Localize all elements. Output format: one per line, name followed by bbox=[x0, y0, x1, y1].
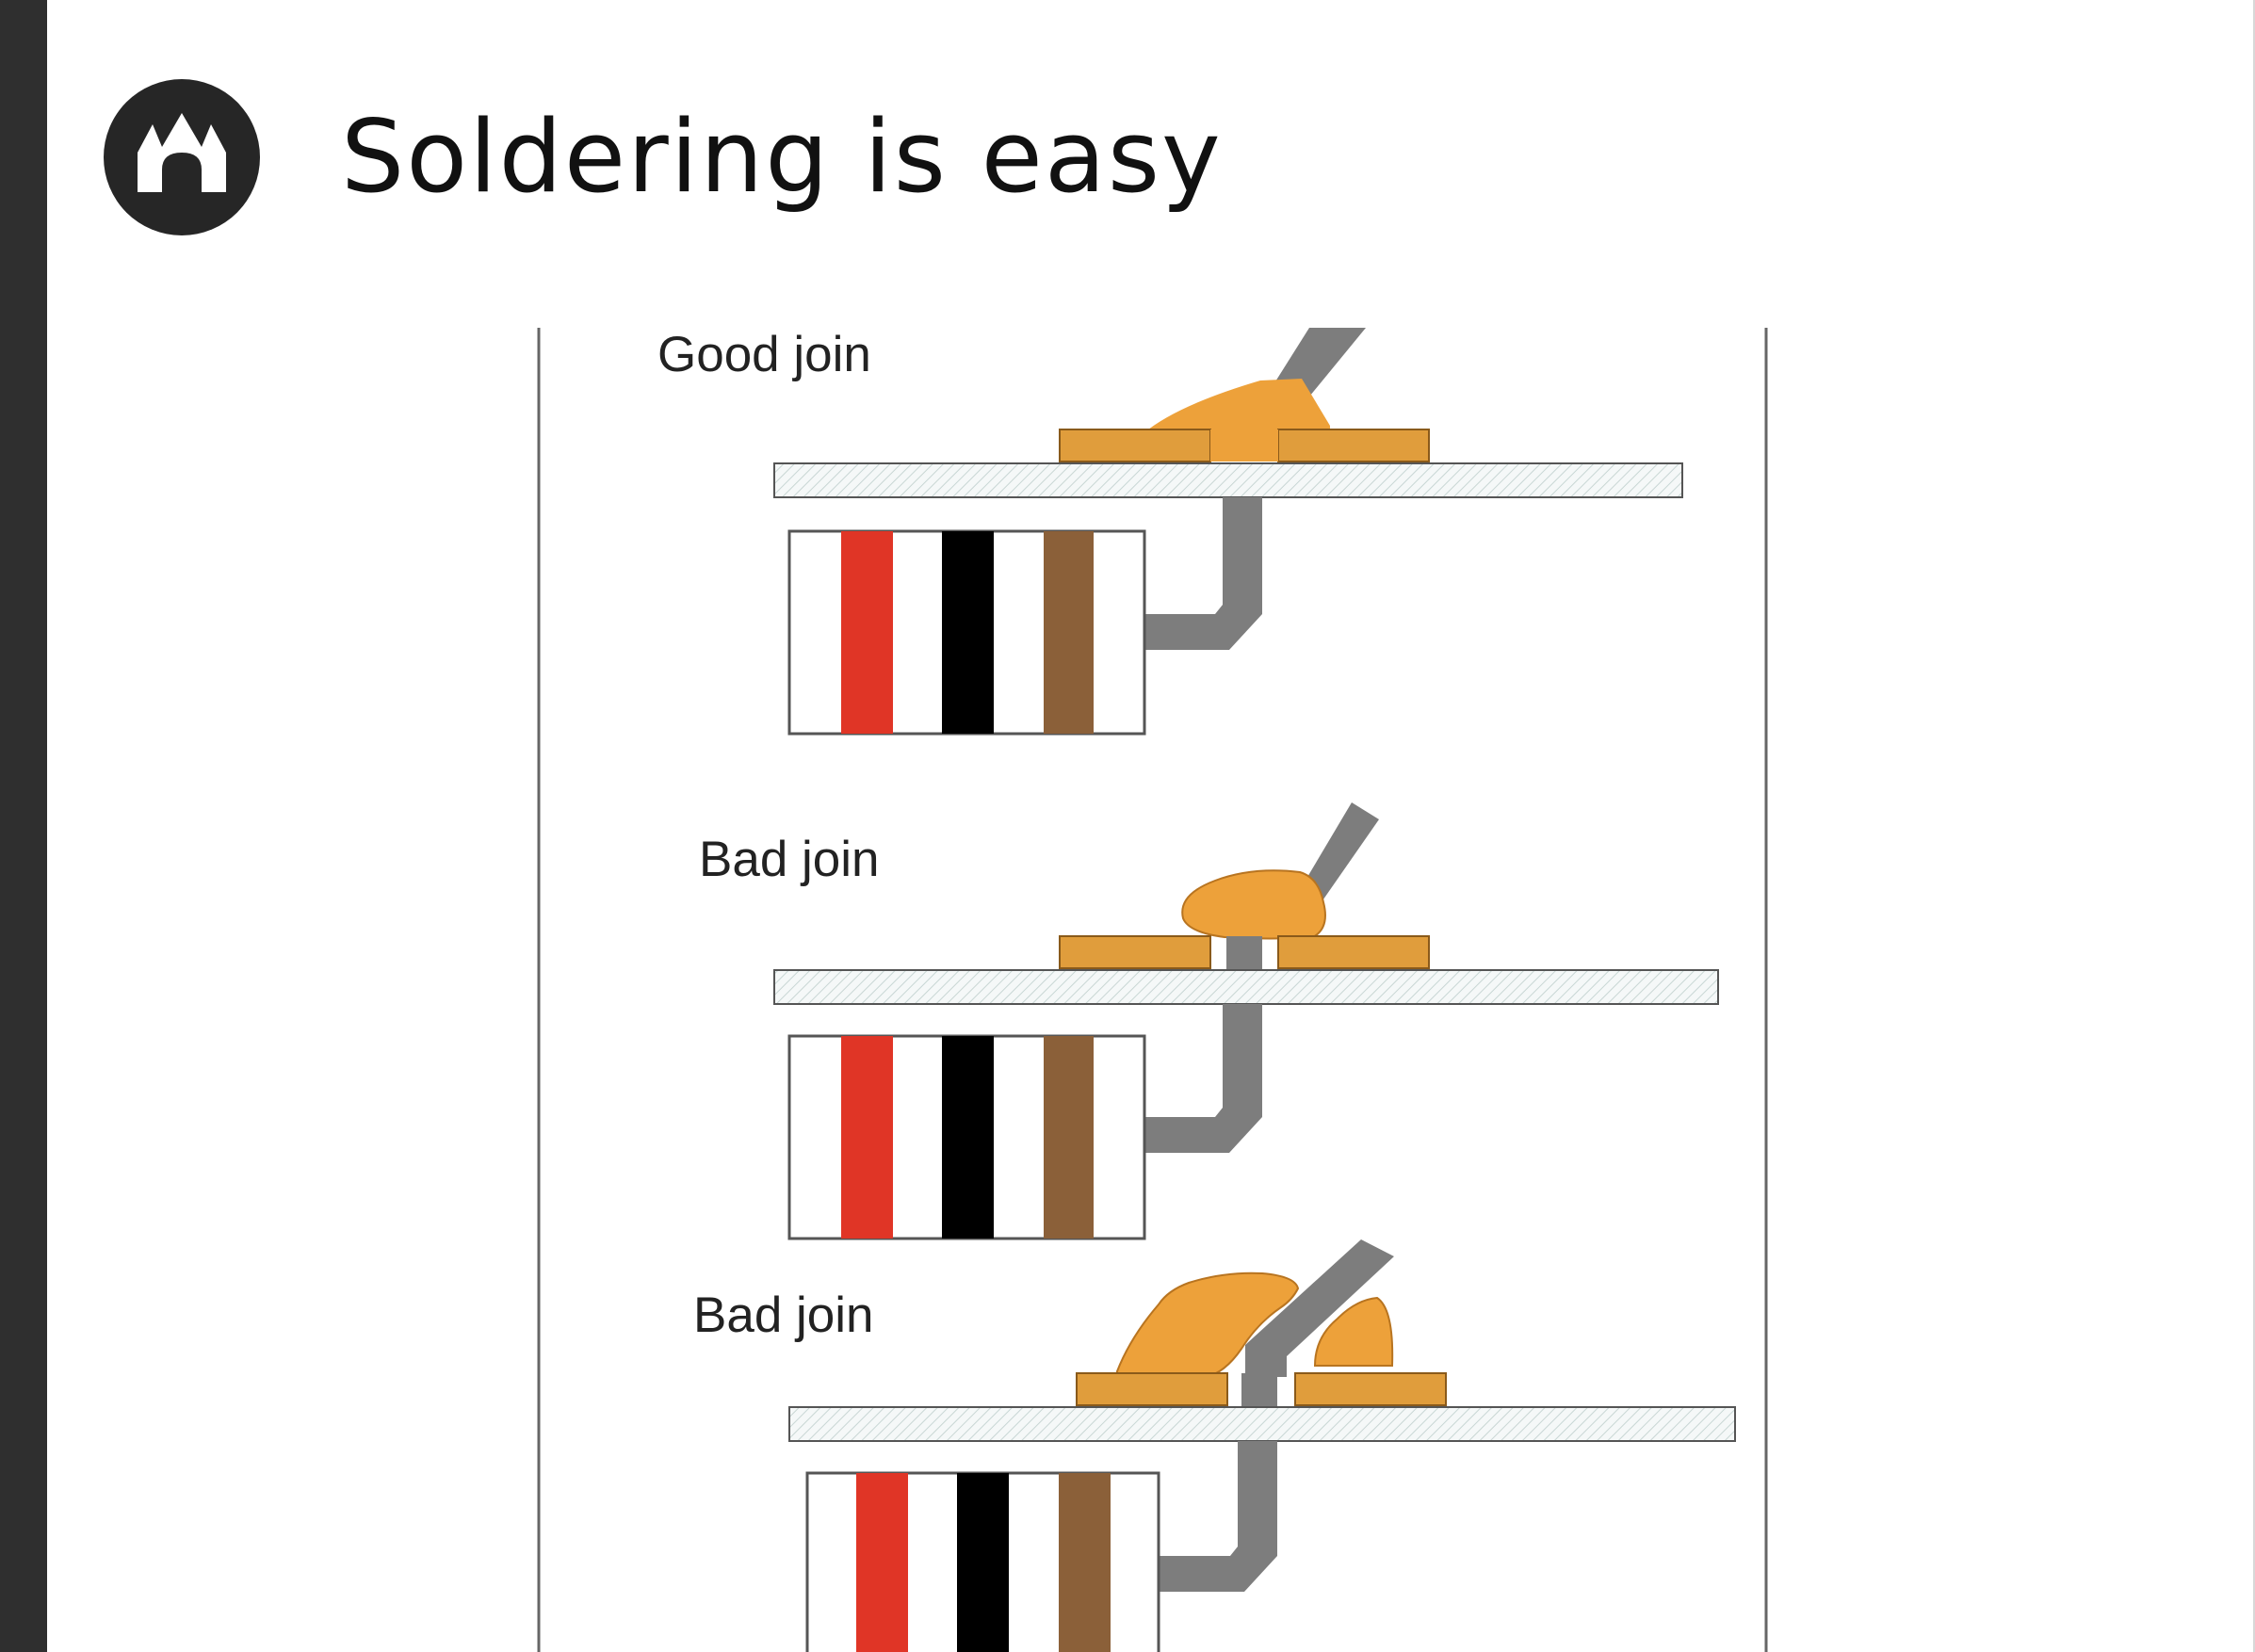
bad-join-panel-1: Bad join bbox=[699, 802, 1719, 1240]
resistor-band bbox=[957, 1473, 1009, 1652]
join-label: Bad join bbox=[699, 832, 880, 887]
resistor-band bbox=[856, 1473, 908, 1652]
circuit-board bbox=[773, 969, 1719, 1005]
component-lead-gap bbox=[1226, 936, 1262, 970]
good-join-panel: Good join bbox=[657, 327, 1683, 736]
right-edge-divider bbox=[2253, 0, 2255, 1652]
resistor bbox=[787, 529, 1146, 736]
resistor-band bbox=[942, 1036, 994, 1239]
resistor-band bbox=[841, 1036, 893, 1239]
component-lead bbox=[1298, 802, 1379, 906]
resistor-band bbox=[1044, 1036, 1094, 1239]
solder-fillet bbox=[1144, 379, 1330, 443]
copper-pad-right bbox=[1277, 935, 1430, 969]
solder-blob bbox=[1181, 869, 1326, 940]
copper-pad-right bbox=[1277, 429, 1430, 462]
left-side-bar bbox=[0, 0, 47, 1652]
copper-pad-right bbox=[1294, 1372, 1447, 1406]
resistor-band bbox=[942, 531, 994, 734]
resistor bbox=[805, 1471, 1160, 1652]
resistor-band bbox=[1059, 1473, 1111, 1652]
solder-lump bbox=[1313, 1296, 1394, 1367]
slide-title: Soldering is easy bbox=[341, 99, 1223, 215]
component-lead-bend bbox=[1144, 1004, 1262, 1153]
join-label: Bad join bbox=[693, 1288, 874, 1343]
component-lead-bend bbox=[1144, 497, 1262, 650]
solder-fill bbox=[1210, 429, 1278, 462]
component-lead-bend bbox=[1160, 1441, 1277, 1592]
component-lead bbox=[1245, 1239, 1394, 1377]
copper-pad-left bbox=[1059, 935, 1211, 969]
copper-pad-left bbox=[1059, 429, 1211, 462]
circuit-board bbox=[788, 1406, 1736, 1442]
resistor-band bbox=[1044, 531, 1094, 734]
component-lead-gap bbox=[1241, 1373, 1277, 1407]
copper-pad-left bbox=[1076, 1372, 1228, 1406]
resistor bbox=[787, 1034, 1146, 1240]
resistor-band bbox=[841, 531, 893, 734]
bad-join-panel-2: Bad join bbox=[693, 1239, 1736, 1652]
castle-gate-icon bbox=[104, 79, 260, 235]
join-label: Good join bbox=[657, 327, 871, 382]
circuit-board bbox=[773, 462, 1683, 498]
